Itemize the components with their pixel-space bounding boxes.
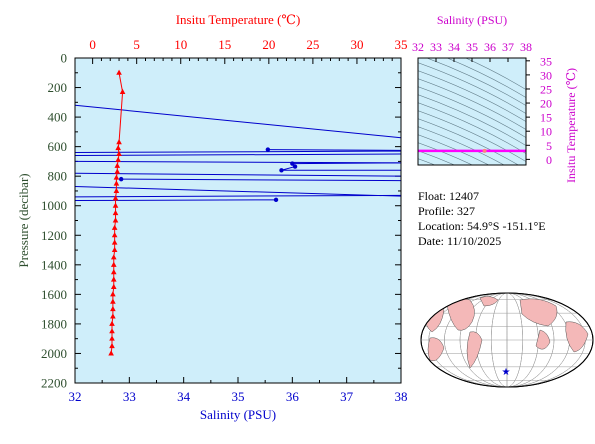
profile-number-label: Profile: 327 <box>418 204 475 219</box>
ts-point <box>483 149 487 153</box>
salinity-tick-label: 38 <box>395 389 408 404</box>
salinity-tick-label: 33 <box>123 389 136 404</box>
float-location-marker-icon: ★ <box>502 367 511 378</box>
inset-temperature-axis-title: Insitu Temperature (℃) <box>564 68 578 183</box>
salinity-point <box>119 177 123 181</box>
temperature-tick-label: 0 <box>89 37 96 52</box>
salinity-point <box>279 168 283 172</box>
float-id-label: Float: 12407 <box>418 189 479 204</box>
salinity-tick-label: 36 <box>286 389 300 404</box>
pressure-tick-label: 1400 <box>41 257 67 272</box>
inset-salinity-tick-label: 34 <box>448 40 460 54</box>
pressure-axis-title: Pressure (decibar) <box>16 173 31 267</box>
salinity-point <box>274 198 278 202</box>
inset-salinity-tick-label: 38 <box>520 40 532 54</box>
temperature-axis-title: Insitu Temperature (℃) <box>176 12 301 27</box>
float-location-map: ★ <box>421 293 593 387</box>
inset-salinity-tick-label: 35 <box>466 40 478 54</box>
temperature-tick-label: 20 <box>262 37 275 52</box>
pressure-tick-label: 800 <box>48 169 68 184</box>
salinity-tick-label: 34 <box>177 389 191 404</box>
inset-temperature-tick-label: 35 <box>540 54 552 68</box>
date-label: Date: 11/10/2025 <box>418 234 501 249</box>
salinity-tick-label: 35 <box>232 389 245 404</box>
inset-salinity-tick-label: 32 <box>412 40 424 54</box>
pressure-tick-label: 0 <box>61 51 68 66</box>
temperature-tick-label: 25 <box>306 37 319 52</box>
temperature-tick-label: 15 <box>218 37 231 52</box>
pressure-tick-label: 1600 <box>41 287 67 302</box>
pressure-tick-label: 600 <box>48 139 68 154</box>
pressure-tick-label: 2000 <box>41 346 67 361</box>
pressure-tick-label: 1000 <box>41 198 67 213</box>
salinity-axis-title: Salinity (PSU) <box>200 407 276 422</box>
inset-salinity-tick-label: 37 <box>502 40 514 54</box>
plot-area <box>75 58 401 383</box>
temperature-tick-label: 30 <box>350 37 363 52</box>
inset-temperature-tick-label: 0 <box>546 153 552 167</box>
inset-temperature-tick-label: 10 <box>540 125 552 139</box>
location-label: Location: 54.9°S -151.1°E <box>418 219 546 234</box>
inset-salinity-tick-label: 33 <box>430 40 442 54</box>
temperature-tick-label: 10 <box>174 37 187 52</box>
inset-temperature-tick-label: 25 <box>540 82 552 96</box>
inset-salinity-axis-title: Salinity (PSU) <box>437 13 507 27</box>
temperature-tick-label: 5 <box>133 37 140 52</box>
salinity-point <box>293 164 297 168</box>
profile-plot: 0200400600800100012001400160018002000220… <box>16 12 408 422</box>
pressure-tick-label: 1800 <box>41 316 67 331</box>
salinity-point <box>266 147 270 151</box>
pressure-tick-label: 2200 <box>41 376 67 391</box>
inset-temperature-tick-label: 30 <box>540 68 552 82</box>
pressure-tick-label: 400 <box>48 110 68 125</box>
salinity-tick-label: 32 <box>69 389 82 404</box>
inset-temperature-tick-label: 15 <box>540 111 552 125</box>
pressure-tick-label: 200 <box>48 80 68 95</box>
inset-salinity-tick-label: 36 <box>484 40 496 54</box>
temperature-tick-label: 35 <box>395 37 408 52</box>
salinity-tick-label: 37 <box>340 389 354 404</box>
pressure-tick-label: 1200 <box>41 228 67 243</box>
inset-temperature-tick-label: 20 <box>540 97 552 111</box>
inset-temperature-tick-label: 5 <box>546 139 552 153</box>
